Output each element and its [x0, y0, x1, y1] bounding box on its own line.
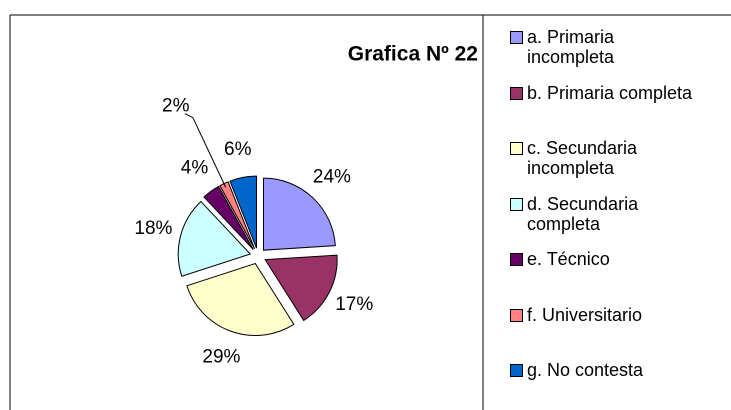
pie-slice: [186, 262, 295, 337]
legend-item: g. No contesta: [510, 360, 695, 380]
data-label: 24%: [313, 166, 351, 187]
legend-swatch: [510, 364, 523, 377]
chart-title: Grafica Nº 22: [348, 43, 478, 66]
data-label: 29%: [202, 347, 240, 368]
legend-item: e. Técnico: [510, 249, 695, 269]
legend-swatch: [510, 31, 523, 44]
legend-label: c. Secundaria incompleta: [527, 138, 638, 178]
legend-swatch: [510, 142, 523, 155]
pie-slice: [262, 177, 336, 251]
legend-label: b. Primaria completa: [527, 82, 693, 103]
data-label: 6%: [224, 139, 252, 160]
leader-line: [184, 113, 227, 188]
legend-item: c. Secundaria incompleta: [510, 138, 695, 178]
pie-slice: [203, 185, 254, 250]
pie-slice: [264, 254, 338, 322]
data-label: 2%: [162, 96, 190, 117]
legend-item: f. Universitario: [510, 305, 695, 325]
legend-item: d. Secundaria completa: [510, 194, 695, 234]
legend-swatch: [510, 86, 523, 100]
legend-swatch: [510, 253, 523, 266]
legend-item: b. Primaria completa: [510, 83, 695, 103]
legend-label: a. Primaria incompleta: [527, 27, 615, 67]
legend-label: g. No contesta: [527, 360, 644, 380]
pie-slice: [177, 200, 252, 277]
legend-label: e. Técnico: [527, 249, 610, 269]
legend-swatch: [510, 197, 523, 211]
data-label: 18%: [134, 218, 172, 239]
data-label: 4%: [181, 158, 209, 179]
pie-slice: [229, 175, 258, 249]
legend-label: f. Universitario: [527, 304, 643, 325]
data-label: 17%: [335, 294, 373, 315]
legend-label: d. Secundaria completa: [527, 193, 639, 234]
legend-item: a. Primaria incompleta: [510, 27, 695, 67]
legend-swatch: [510, 308, 523, 322]
